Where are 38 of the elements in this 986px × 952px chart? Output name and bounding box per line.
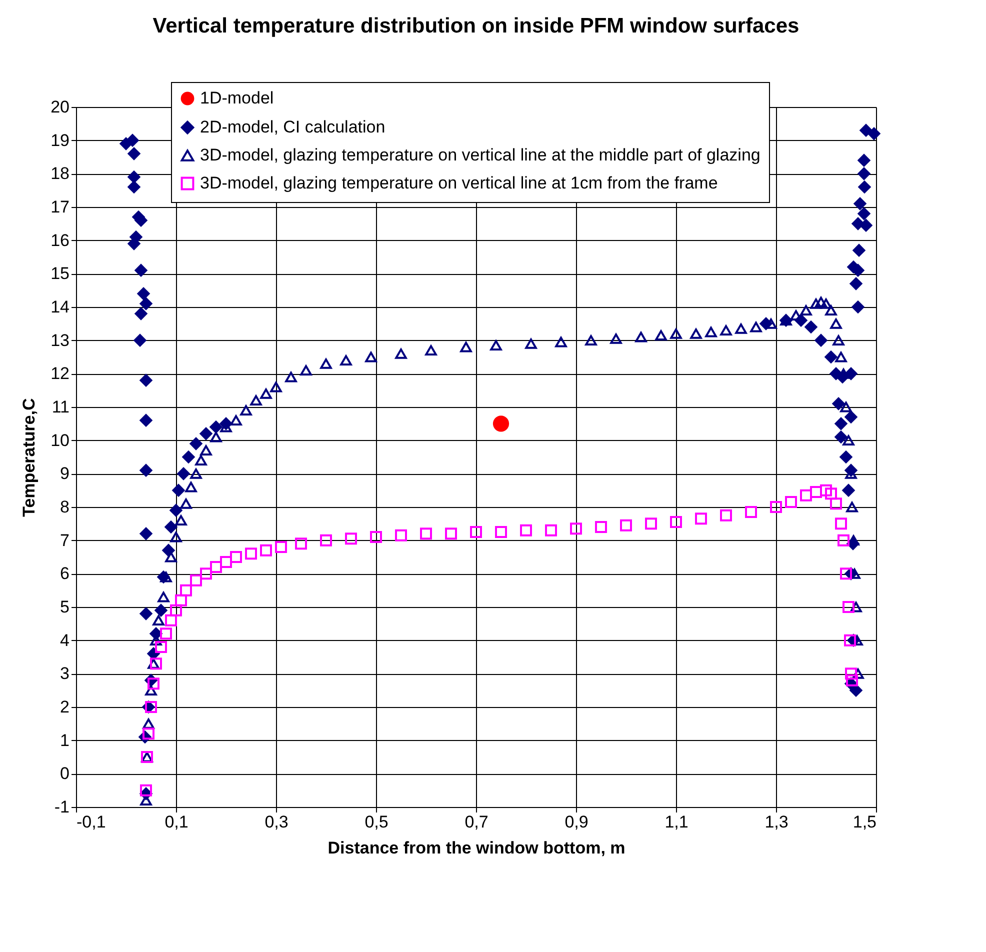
y-axis-title: Temperature,C	[20, 398, 39, 517]
y-tick-label: 6	[60, 564, 70, 584]
y-tick-label: 18	[50, 164, 70, 184]
x-tick-label: 0,1	[164, 812, 188, 832]
x-tick-label: 1,3	[764, 812, 788, 832]
y-tick-label: 20	[50, 98, 70, 116]
chart-title: Vertical temperature distribution on inside PFM window surfaces	[152, 14, 800, 38]
y-tick-label: 8	[60, 498, 70, 516]
y-tick-label: 15	[50, 264, 70, 284]
legend-label: 3D-model, glazing temperature on vertical line at the middle part of glazing	[200, 146, 760, 164]
y-tick-label: 12	[50, 364, 70, 384]
y-tick-label: 13	[50, 330, 70, 350]
x-tick-label: 0,5	[364, 812, 388, 832]
x-axis-title: Distance from the window bottom, m	[328, 838, 626, 858]
y-tick-label: 17	[50, 198, 70, 216]
y-tick-label: 5	[60, 598, 70, 616]
y-tick-label: 16	[50, 230, 70, 250]
x-tick-label: -0,1	[76, 812, 106, 832]
y-tick-label: 19	[50, 130, 70, 150]
x-tick-label: 1,5	[852, 812, 876, 832]
y-tick-label: 3	[60, 664, 70, 684]
x-tick-label: 0,3	[264, 812, 288, 832]
y-tick-label: 1	[60, 730, 70, 750]
y-tick-label: 10	[50, 430, 70, 450]
y-tick-label: 9	[60, 464, 70, 484]
y-tick-label: 14	[50, 298, 70, 316]
x-tick-label: 1,1	[664, 812, 688, 832]
legend-label: 3D-model, glazing temperature on vertical line at 1cm from the frame	[200, 174, 718, 192]
y-tick-label: 4	[60, 630, 70, 650]
y-tick-label: 7	[60, 530, 70, 550]
x-tick-label: 0,9	[564, 812, 588, 832]
y-tick-label: 2	[60, 698, 70, 716]
y-tick-label: -1	[54, 798, 70, 816]
legend-label: 2D-model, CI calculation	[200, 118, 386, 136]
y-tick-label: 11	[52, 398, 70, 416]
legend-label: 1D-model	[200, 88, 274, 108]
y-tick-label: 0	[60, 764, 70, 784]
x-tick-label: 0,7	[464, 812, 488, 832]
